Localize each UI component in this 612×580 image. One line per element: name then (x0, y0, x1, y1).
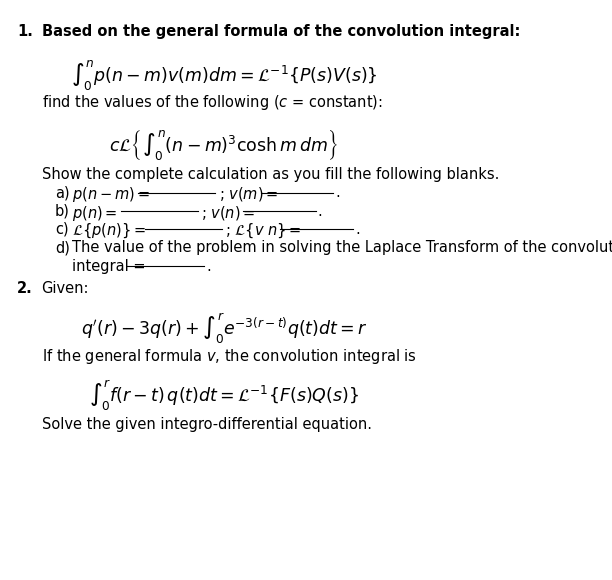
Text: $\mathcal{L}\{p(n)\} =$: $\mathcal{L}\{p(n)\} =$ (72, 222, 146, 240)
Text: ; $v(n) =$: ; $v(n) =$ (201, 204, 256, 222)
Text: integral =: integral = (72, 259, 151, 274)
Text: b): b) (54, 204, 70, 219)
Text: Solve the given integro-differential equation.: Solve the given integro-differential equ… (42, 417, 371, 432)
Text: .: . (355, 222, 360, 237)
Text: d): d) (54, 240, 70, 255)
Text: find the values of the following ($c$ = constant):: find the values of the following ($c$ = … (42, 93, 382, 112)
Text: $p(n) =$: $p(n) =$ (72, 204, 118, 223)
Text: ; $\mathcal{L}\{v\ n\} =$: ; $\mathcal{L}\{v\ n\} =$ (225, 222, 302, 240)
Text: $c\mathcal{L}\left\{\int_0^n (n-m)^3\cosh m\, dm\right\}$: $c\mathcal{L}\left\{\int_0^n (n-m)^3\cos… (110, 128, 339, 162)
Text: $\int_0^n p(n-m)v(m)dm = \mathcal{L}^{-1}\{P(s)V(s)\}$: $\int_0^n p(n-m)v(m)dm = \mathcal{L}^{-1… (71, 59, 378, 92)
Text: a): a) (54, 186, 69, 200)
Text: c): c) (54, 222, 69, 237)
Text: .: . (206, 259, 211, 274)
Text: 1.: 1. (17, 24, 33, 39)
Text: $p(n-m) =$: $p(n-m) =$ (72, 186, 150, 204)
Text: Based on the general formula of the convolution integral:: Based on the general formula of the conv… (42, 24, 520, 39)
Text: The value of the problem in solving the Laplace Transform of the convolution: The value of the problem in solving the … (72, 240, 612, 255)
Text: If the general formula $v$, the convolution integral is: If the general formula $v$, the convolut… (42, 347, 416, 366)
Text: 2.: 2. (17, 281, 33, 296)
Text: $q'(r) - 3q(r) + \int_0^r e^{-3(r-t)}q(t)dt = r$: $q'(r) - 3q(r) + \int_0^r e^{-3(r-t)}q(t… (81, 311, 368, 346)
Text: .: . (335, 186, 340, 200)
Text: $\int_0^r f(r-t)\,q(t)dt = \mathcal{L}^{-1}\{F(s)Q(s)\}$: $\int_0^r f(r-t)\,q(t)dt = \mathcal{L}^{… (89, 379, 359, 414)
Text: ; $v(m) =$: ; $v(m) =$ (219, 186, 278, 204)
Text: Given:: Given: (42, 281, 89, 296)
Text: .: . (318, 204, 323, 219)
Text: Show the complete calculation as you fill the following blanks.: Show the complete calculation as you fil… (42, 167, 499, 182)
